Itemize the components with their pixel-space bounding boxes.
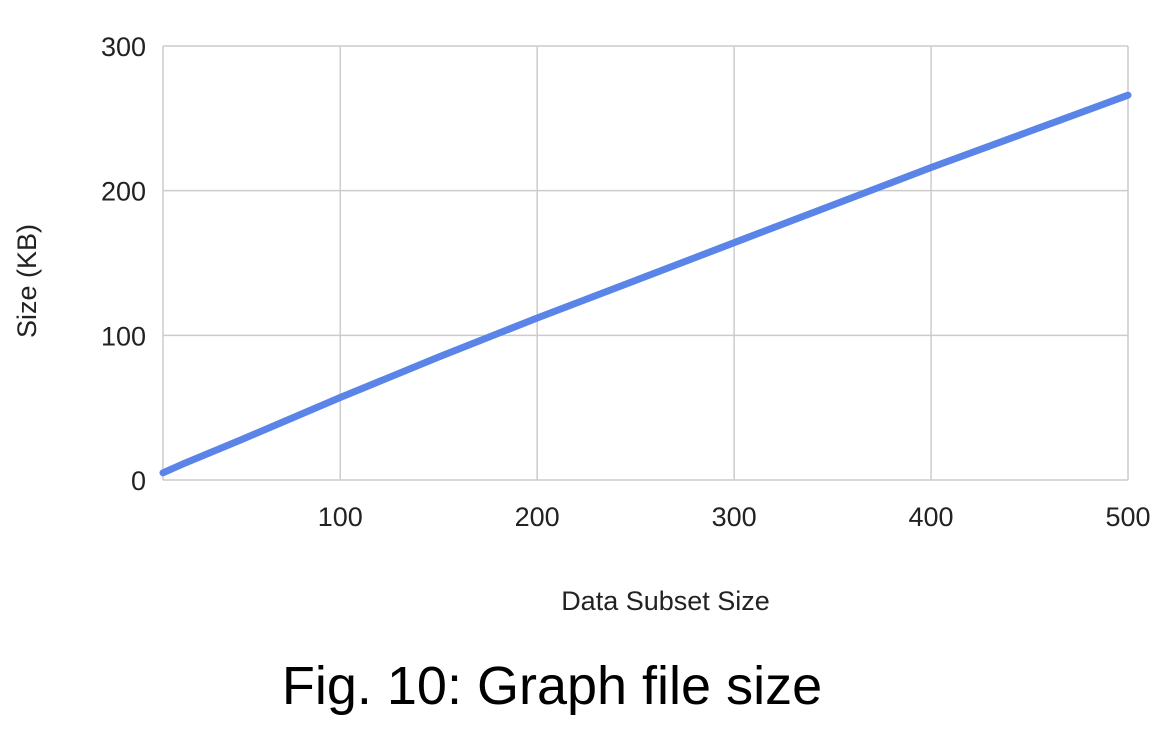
x-tick-label: 100: [318, 502, 363, 532]
x-tick-label: 200: [515, 502, 560, 532]
y-tick-label: 100: [101, 321, 146, 351]
line-chart: 0 100 200 300 100 200 300 400 500 Data Subset Siz…: [12, 32, 1151, 616]
x-tick-label: 500: [1105, 502, 1150, 532]
series-line: [159, 91, 1132, 477]
y-axis-title: Size (KB): [12, 224, 42, 338]
x-axis-title: Data Subset Size: [561, 586, 770, 616]
y-tick-label: 200: [101, 177, 146, 207]
x-tick-label: 400: [909, 502, 954, 532]
figure-caption: Fig. 10: Graph file size: [281, 656, 823, 716]
x-tick-label: 300: [712, 502, 757, 532]
y-tick-label: 0: [131, 466, 146, 496]
y-tick-label: 300: [101, 32, 146, 62]
